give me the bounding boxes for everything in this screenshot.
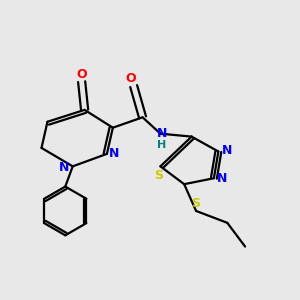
Text: N: N [217, 172, 227, 185]
Text: H: H [157, 140, 167, 150]
Text: O: O [76, 68, 87, 81]
Text: O: O [125, 72, 136, 85]
Text: N: N [222, 143, 232, 157]
Text: N: N [59, 161, 70, 174]
Text: N: N [157, 127, 167, 140]
Text: N: N [109, 147, 119, 161]
Text: S: S [154, 169, 164, 182]
Text: S: S [192, 197, 201, 210]
